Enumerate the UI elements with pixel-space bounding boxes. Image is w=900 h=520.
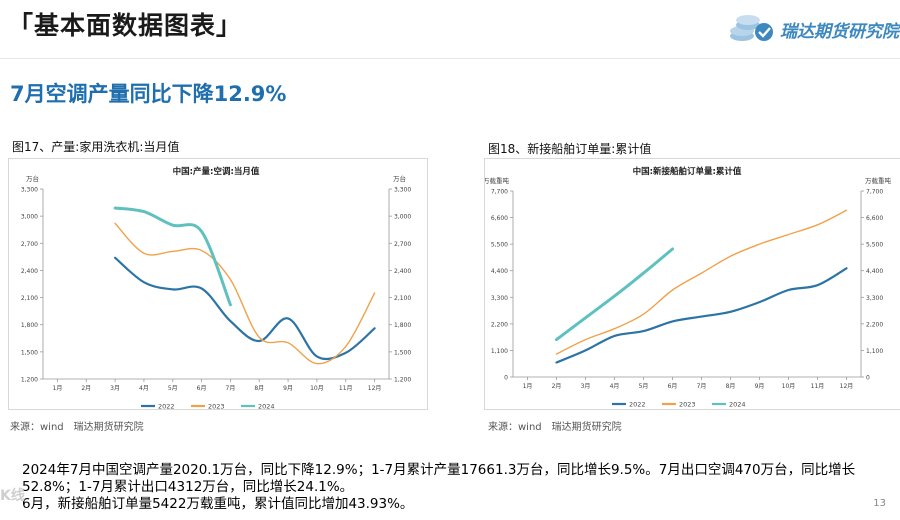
y-tick-label-left: 1,200 (21, 377, 38, 384)
legend-label-2023: 2023 (208, 403, 225, 410)
x-tick-label: 1月 (523, 383, 533, 390)
x-tick-label: 12月 (368, 385, 382, 392)
y-tick-label-right: 3,000 (394, 214, 411, 221)
x-tick-label: 9月 (755, 383, 765, 390)
x-tick-label: 10月 (782, 383, 796, 390)
legend-label-2024: 2024 (258, 403, 275, 410)
legend-label-2022: 2022 (158, 403, 175, 410)
x-tick-label: 10月 (310, 385, 324, 392)
series-line-2022 (114, 256, 376, 361)
y-tick-label-right: 3,300 (866, 295, 883, 302)
x-tick-label: 8月 (254, 385, 264, 392)
x-tick-label: 4月 (610, 383, 620, 390)
series-line-2024 (555, 247, 674, 342)
legend-label-2023: 2023 (679, 401, 696, 409)
y-axis-label-left: 万台 (26, 174, 39, 183)
y-tick-label-right: 6,600 (866, 215, 883, 222)
left-source: 来源：wind 瑞达期货研究院 (10, 422, 144, 433)
y-tick-label-right: 7,700 (866, 189, 883, 196)
logo-coins-icon (730, 15, 773, 41)
y-tick-label-left: 2,100 (21, 295, 38, 302)
header-divider (0, 58, 900, 59)
x-tick-label: 12月 (840, 383, 854, 390)
y-tick-label-left: 2,400 (21, 268, 38, 275)
y-tick-label-left: 0 (504, 375, 508, 382)
figure-18-title: 图18、新接船舶订单量:累计值 (488, 142, 652, 156)
y-axis-label-right: 万载重吨 (865, 176, 892, 185)
y-tick-label-right: 1,800 (394, 322, 411, 329)
summary-line-2: 6月，新接船舶订单量5422万载重吨，累计值同比增加43.93%。 (22, 496, 414, 512)
chart-title: 中国:产量:空调:当月值 (173, 166, 260, 177)
x-tick-label: 9月 (283, 385, 293, 392)
y-tick-label-left: 7,700 (491, 189, 508, 196)
y-tick-label-right: 2,700 (394, 241, 411, 248)
logo-text: 瑞达期货研究院 (780, 22, 899, 42)
y-tick-label-left: 4,400 (491, 268, 508, 275)
x-tick-label: 11月 (339, 385, 353, 392)
x-tick-label: 6月 (668, 383, 678, 390)
x-tick-label: 5月 (639, 383, 649, 390)
x-tick-label: 7月 (226, 385, 236, 392)
y-tick-label-left: 2,200 (491, 321, 508, 328)
y-tick-label-left: 2,700 (21, 241, 38, 248)
x-tick-label: 6月 (197, 385, 207, 392)
legend-label-2024: 2024 (729, 401, 746, 409)
x-tick-label: 11月 (811, 383, 825, 390)
series-line-2023 (114, 222, 376, 365)
y-tick-label-left: 1,800 (21, 322, 38, 329)
chart-title: 中国:新接船舶订单量:累计值 (633, 166, 742, 177)
watermark: K线 (0, 488, 25, 504)
x-tick-label: 4月 (139, 385, 149, 392)
y-tick-label-right: 2,400 (394, 268, 411, 275)
legend-label-2022: 2022 (629, 401, 646, 409)
y-tick-label-right: 1,100 (866, 348, 883, 355)
y-tick-label-left: 3,300 (21, 187, 38, 194)
y-tick-label-left: 3,000 (21, 214, 38, 221)
y-tick-label-right: 0 (866, 375, 870, 382)
right-source: 来源：wind 瑞达期货研究院 (488, 422, 622, 433)
y-tick-label-left: 3,300 (491, 295, 508, 302)
summary-line-1: 2024年7月中国空调产量2020.1万台，同比下降12.9%；1-7月累计产量… (22, 462, 856, 495)
headline: 7月空调产量同比下降12.9% (10, 82, 287, 106)
y-tick-label-left: 5,500 (491, 242, 508, 249)
series-line-2022 (555, 267, 848, 364)
y-tick-label-left: 1,100 (491, 348, 508, 355)
y-tick-label-left: 6,600 (491, 215, 508, 222)
y-tick-label-right: 3,300 (394, 187, 411, 194)
y-tick-label-right: 5,500 (866, 242, 883, 249)
x-tick-label: 3月 (581, 383, 591, 390)
x-tick-label: 2月 (81, 385, 91, 392)
chart-ship-orders: 中国:新接船舶订单量:累计值万载重吨 万载重吨 0 0 1,100 1,100 2,200 2… (483, 158, 900, 410)
y-tick-label-right: 2,100 (394, 295, 411, 302)
y-axis-label-right: 万台 (393, 174, 406, 183)
series-line-2024 (113, 206, 232, 307)
page-title: 「基本面数据图表」 (8, 11, 243, 40)
x-tick-label: 3月 (110, 385, 120, 392)
x-tick-label: 7月 (697, 383, 707, 390)
y-tick-label-left: 1,500 (21, 349, 38, 356)
x-tick-label: 2月 (552, 383, 562, 390)
y-tick-label-right: 1,200 (394, 377, 411, 384)
summary-text: 2024年7月中国空调产量2020.1万台，同比下降12.9%；1-7月累计产量… (22, 462, 872, 513)
x-tick-label: 8月 (726, 383, 736, 390)
y-tick-label-right: 4,400 (866, 268, 883, 275)
y-tick-label-right: 2,200 (866, 321, 883, 328)
figure-17-title: 图17、产量:家用洗衣机:当月值 (12, 140, 180, 154)
chart-ac-production: 中国:产量:空调:当月值万台 万台 1,200 1,200 1,500 1,500 1,80… (8, 158, 428, 411)
y-axis-label-left: 万载重吨 (485, 176, 510, 185)
x-tick-label: 1月 (53, 385, 63, 392)
x-tick-label: 5月 (168, 385, 178, 392)
series-line-2023 (555, 209, 848, 355)
page-number: 13 (873, 498, 886, 509)
y-tick-label-right: 1,500 (394, 349, 411, 356)
